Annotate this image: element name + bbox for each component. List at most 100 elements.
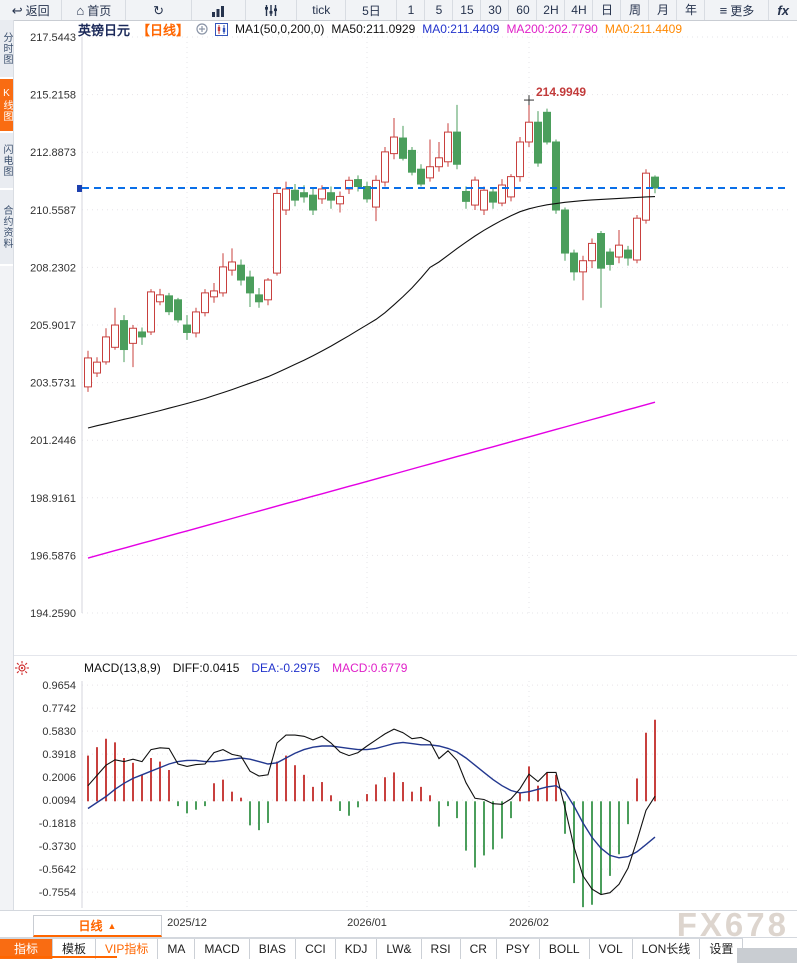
tab-cr[interactable]: CR [460,939,497,959]
ma0-blue-readout: MA0:211.4409 [422,22,500,36]
tab-cci[interactable]: CCI [296,939,336,959]
sidebar-tab-kline-chart[interactable]: K线图 [0,79,13,133]
period-2h-button[interactable]: 2H [537,0,566,20]
home-button[interactable]: ⌂ 首页 [62,0,127,20]
svg-text:-0.7554: -0.7554 [39,887,76,899]
indicator-tab-bar: 指标 模板 VIP指标 MA MACD BIAS CCI KDJ LW& RSI… [0,938,744,959]
period-badge: 【日线】 [137,22,190,38]
period-1-button[interactable]: 1 [397,0,426,20]
macd-readout: MACD:0.6779 [332,661,408,675]
pane-divider-lower [0,910,797,911]
fx-functions-button[interactable]: fx [769,0,797,20]
tab-lw[interactable]: LW& [377,939,422,959]
tab-templates[interactable]: 模板 [53,939,97,959]
svg-text:-0.3730: -0.3730 [39,841,76,853]
sidebar-tab-timeline-chart[interactable]: 分时图 [0,20,13,79]
svg-text:214.9949: 214.9949 [536,85,586,99]
tick-label: tick [312,3,331,17]
dea-readout: DEA:-0.2975 [251,661,321,675]
refresh-button[interactable]: ↻ [126,0,192,20]
back-label: 返回 [25,3,50,18]
back-button[interactable]: ↩ 返回 [0,0,63,20]
period-month-button[interactable]: 月 [649,0,678,20]
pane-divider-upper [0,655,797,656]
refresh-icon: ↻ [153,2,165,18]
svg-text:0.2006: 0.2006 [42,772,76,784]
back-arrow-icon: ↩ [11,2,23,18]
svg-text:201.2446: 201.2446 [30,435,76,447]
tab-bias[interactable]: BIAS [249,939,297,959]
symbol-name: 英镑日元 [78,22,131,38]
period-4h-button[interactable]: 4H [565,0,594,20]
left-sidebar: 分时图 K线图 闪电图 合约资料 [0,20,14,910]
svg-text:196.5876: 196.5876 [30,550,76,562]
svg-text:2025/12: 2025/12 [167,917,207,929]
macd-settings-button[interactable] [14,660,30,676]
svg-text:203.5731: 203.5731 [30,378,76,390]
svg-text:212.8873: 212.8873 [30,147,76,159]
svg-text:0.5830: 0.5830 [42,726,76,738]
tab-boll[interactable]: BOLL [539,939,590,959]
svg-text:-0.5642: -0.5642 [39,864,76,876]
svg-text:0.7742: 0.7742 [42,703,76,715]
macd-header: MACD(13,8,9) DIFF:0.0415 DEA:-0.2975 MAC… [84,660,407,676]
period-day-button[interactable]: 日 [593,0,622,20]
tab-ma[interactable]: MA [158,939,196,959]
tab-lon[interactable]: LON长线 [632,939,701,959]
period-label-box[interactable]: 日线 ▲ [33,915,162,937]
tab-scrollbar[interactable] [737,948,797,963]
period-15-button[interactable]: 15 [453,0,482,20]
tab-vip-indicators[interactable]: VIP指标 [96,939,159,959]
svg-text:-0.1818: -0.1818 [39,818,76,830]
svg-text:2026/02: 2026/02 [509,917,549,929]
fx-label: fx [777,2,789,18]
footer-divider [0,937,797,938]
sliders-icon [265,4,278,16]
period-30-button[interactable]: 30 [481,0,510,20]
watermark: FX678 [676,906,789,943]
svg-text:210.5587: 210.5587 [30,205,76,217]
period-tick-button[interactable]: tick [297,0,347,20]
ma0-orange-readout: MA0:211.4409 [604,22,683,36]
period-year-button[interactable]: 年 [677,0,706,20]
macd-title: MACD(13,8,9) [84,661,161,675]
svg-text:217.5443: 217.5443 [30,32,76,44]
tab-macd[interactable]: MACD [195,939,250,959]
period-60-button[interactable]: 60 [509,0,538,20]
period-box-label: 日线 [78,919,103,933]
ma200-readout: MA200:202.7790 [506,22,598,36]
period-week-button[interactable]: 周 [621,0,650,20]
kline-icon[interactable] [215,22,229,36]
tab-rsi[interactable]: RSI [421,939,461,959]
period-5-button[interactable]: 5 [425,0,454,20]
caret-up-icon: ▲ [107,920,117,931]
sidebar-tab-contract-info[interactable]: 合约资料 [0,190,13,266]
menu-icon: ≡ [719,2,728,18]
svg-text:215.2158: 215.2158 [30,90,76,102]
indicator-settings-button[interactable] [246,0,298,20]
period-5day-button[interactable]: 5日 [346,0,398,20]
ma50-readout: MA50:211.0929 [331,22,416,36]
svg-text:0.3918: 0.3918 [42,749,76,761]
ma-settings: MA1(50,0,200,0) [235,22,325,36]
period-selector: 1 5 15 30 60 2H 4H 日 周 月 年 [397,0,706,20]
circle-plus-icon[interactable] [196,23,208,35]
tab-vol[interactable]: VOL [589,939,633,959]
tab-kdj[interactable]: KDJ [335,939,378,959]
tab-psy[interactable]: PSY [496,939,540,959]
home-icon: ⌂ [76,2,85,18]
more-button[interactable]: ≡ 更多 [705,0,770,20]
chart-header: 英镑日元 【日线】 MA1(50,0,200,0) MA50:211.0929 … [78,21,683,38]
tab-indicators[interactable]: 指标 [0,939,54,959]
top-toolbar: ↩ 返回 ⌂ 首页 ↻ [0,0,797,21]
svg-text:205.9017: 205.9017 [30,320,76,332]
more-label: 更多 [730,3,755,18]
sidebar-tab-lightning-chart[interactable]: 闪电图 [0,133,13,190]
sun-icon [15,661,29,675]
bar-chart-icon [212,5,225,17]
chart-type-button[interactable] [192,0,247,20]
svg-text:0.0094: 0.0094 [42,795,76,807]
svg-text:198.9161: 198.9161 [30,493,76,505]
